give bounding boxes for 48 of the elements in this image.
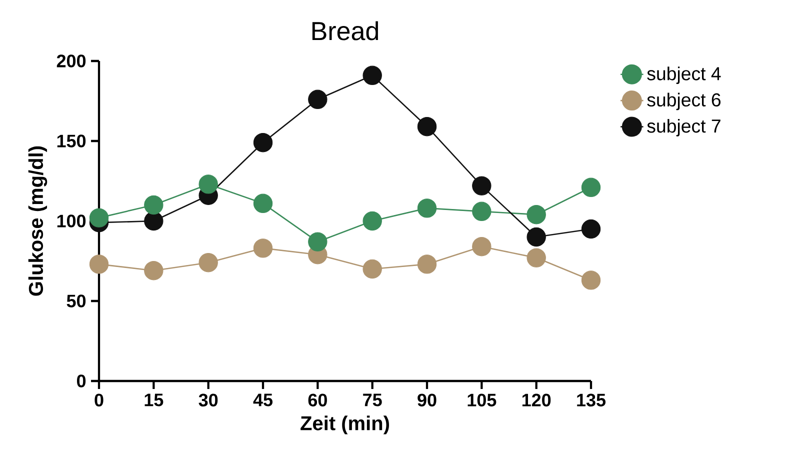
point	[144, 211, 164, 231]
point	[417, 116, 437, 136]
point	[526, 248, 546, 268]
x-tick-label: 135	[577, 394, 606, 406]
point	[417, 254, 437, 274]
point	[362, 259, 382, 279]
legend-label: subject 7	[647, 118, 720, 136]
x-tick-label: 120	[522, 394, 551, 406]
point	[526, 204, 546, 224]
x-tick-label: 75	[363, 394, 382, 406]
point	[144, 260, 164, 280]
point	[308, 90, 328, 110]
point	[526, 227, 546, 247]
y-tick-label: 0	[76, 374, 86, 388]
x-tick-label: 15	[144, 394, 164, 406]
point	[89, 208, 109, 228]
x-axis-title: Zeit (min)	[300, 416, 389, 434]
y-tick-label: 100	[57, 214, 86, 228]
point	[308, 232, 328, 252]
point	[581, 178, 601, 198]
x-tick-label: 60	[308, 394, 327, 406]
x-tick-label: 45	[253, 394, 273, 406]
x-tick-label: 30	[198, 394, 218, 406]
point	[472, 176, 492, 196]
point	[362, 211, 382, 231]
chart-title: Bread	[312, 21, 378, 40]
point	[472, 202, 492, 222]
x-tick-label: 0	[94, 394, 104, 406]
point	[581, 219, 601, 239]
point	[253, 238, 273, 258]
x-tick-label: 90	[418, 394, 436, 406]
point	[198, 252, 218, 272]
point	[253, 194, 273, 214]
x-tick-label: 105	[468, 394, 496, 406]
point	[198, 174, 218, 194]
y-tick-label: 50	[66, 294, 86, 308]
y-axis-title: Glukose (mg/dl)	[28, 146, 48, 296]
point	[581, 270, 601, 290]
legend-label: subject 4	[647, 66, 721, 84]
point	[144, 195, 164, 215]
legend-label: subject 6	[647, 92, 720, 110]
point	[362, 66, 382, 85]
y-tick-label: 200	[56, 54, 86, 68]
point	[417, 198, 437, 218]
y-tick-label: 150	[57, 134, 86, 148]
point	[472, 236, 492, 256]
point	[89, 254, 109, 274]
point	[253, 132, 273, 152]
